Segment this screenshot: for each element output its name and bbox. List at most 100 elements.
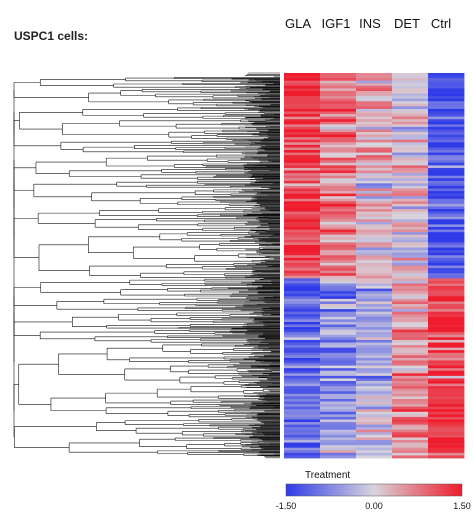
heatmap-cell bbox=[428, 234, 465, 238]
heatmap-cell bbox=[320, 360, 357, 364]
heatmap-cell bbox=[392, 355, 429, 359]
heatmap-cell bbox=[392, 404, 429, 408]
heatmap-cell bbox=[356, 129, 393, 133]
heatmap-cell bbox=[392, 357, 429, 361]
heatmap-cell bbox=[428, 229, 465, 233]
heatmap-cell bbox=[356, 450, 393, 454]
heatmap-cell bbox=[392, 416, 429, 420]
heatmap-cell bbox=[320, 124, 357, 128]
heatmap-cell bbox=[284, 252, 321, 256]
heatmap-cell bbox=[284, 242, 321, 246]
heatmap-cell bbox=[284, 234, 321, 238]
heatmap-cell bbox=[356, 360, 393, 364]
heatmap-cell bbox=[428, 170, 465, 174]
heatmap-cell bbox=[284, 106, 321, 110]
heatmap-cell bbox=[284, 437, 321, 441]
heatmap-cell bbox=[284, 419, 321, 423]
heatmap-cell bbox=[356, 132, 393, 135]
heatmap-cell bbox=[320, 150, 357, 153]
heatmap-cell bbox=[356, 206, 393, 210]
heatmap-cell bbox=[356, 327, 393, 331]
heatmap-cell bbox=[284, 150, 321, 153]
heatmap-cell bbox=[356, 98, 393, 102]
color-legend: Treatment -1.50 0.00 1.50 bbox=[276, 470, 471, 511]
heatmap-cell bbox=[428, 370, 465, 374]
heatmap-cell bbox=[356, 401, 393, 405]
heatmap-cell bbox=[320, 188, 357, 192]
heatmap-cell bbox=[428, 355, 465, 359]
heatmap-cell bbox=[284, 147, 321, 151]
heatmap-cell bbox=[320, 414, 357, 418]
heatmap-cell bbox=[284, 273, 321, 277]
heatmap-cell bbox=[356, 167, 393, 171]
heatmap-cell bbox=[428, 373, 465, 377]
heatmap-cell bbox=[320, 250, 357, 254]
heatmap-cell bbox=[392, 98, 429, 102]
heatmap-cell bbox=[356, 298, 393, 302]
heatmap-cell bbox=[284, 162, 321, 166]
heatmap-cell bbox=[392, 209, 429, 212]
heatmap-cell bbox=[320, 350, 357, 354]
heatmap-cell bbox=[284, 404, 321, 408]
heatmap-cell bbox=[392, 278, 429, 282]
heatmap-cell bbox=[356, 386, 393, 390]
heatmap-cell bbox=[356, 409, 393, 413]
heatmap-cell bbox=[284, 139, 321, 143]
heatmap-cell bbox=[320, 447, 357, 451]
heatmap-cell bbox=[284, 301, 321, 305]
heatmap-cell bbox=[284, 286, 321, 289]
heatmap-cell bbox=[392, 250, 429, 254]
heatmap-cell bbox=[284, 375, 321, 379]
heatmap-cell bbox=[320, 355, 357, 359]
heatmap-cell bbox=[284, 116, 321, 120]
heatmap-cell bbox=[392, 319, 429, 323]
heatmap-cell bbox=[320, 80, 357, 84]
heatmap-cell bbox=[428, 316, 465, 320]
heatmap-cell bbox=[392, 363, 429, 366]
heatmap-cell bbox=[356, 273, 393, 277]
heatmap-cell bbox=[428, 191, 465, 195]
heatmap-cell bbox=[284, 188, 321, 192]
heatmap-cell bbox=[428, 311, 465, 315]
heatmap-cell bbox=[428, 252, 465, 256]
heatmap-cell bbox=[320, 191, 357, 195]
heatmap-cell bbox=[356, 414, 393, 418]
heatmap-cell bbox=[320, 398, 357, 402]
heatmap-cell bbox=[356, 381, 393, 384]
heatmap-cell bbox=[320, 273, 357, 277]
heatmap-cell bbox=[428, 345, 465, 349]
heatmap-cell bbox=[392, 239, 429, 243]
heatmap-cell bbox=[356, 85, 393, 89]
heatmap-cell bbox=[428, 378, 465, 382]
heatmap-cell bbox=[356, 96, 393, 100]
heatmap-cell bbox=[392, 175, 429, 179]
heatmap-cell bbox=[428, 422, 465, 426]
heatmap-cell bbox=[356, 75, 393, 79]
heatmap-cell bbox=[356, 455, 393, 459]
heatmap-cell bbox=[428, 342, 465, 346]
heatmap-cell bbox=[284, 160, 321, 164]
heatmap-cell bbox=[356, 363, 393, 366]
heatmap-cell bbox=[392, 206, 429, 210]
heatmap-cell bbox=[284, 260, 321, 264]
heatmap-cell bbox=[392, 160, 429, 164]
heatmap-cell bbox=[284, 391, 321, 395]
heatmap-cell bbox=[428, 257, 465, 261]
heatmap-cell bbox=[392, 260, 429, 264]
heatmap-cell bbox=[284, 196, 321, 200]
heatmap-cell bbox=[392, 191, 429, 195]
heatmap-cell bbox=[320, 406, 357, 410]
heatmap-cell bbox=[320, 265, 357, 269]
heatmap-cell bbox=[392, 132, 429, 135]
column-label-ctrl: Ctrl bbox=[431, 16, 451, 31]
heatmap-cell bbox=[320, 319, 357, 323]
heatmap-cell bbox=[356, 437, 393, 441]
heatmap-cell bbox=[392, 237, 429, 241]
heatmap-cell bbox=[320, 255, 357, 259]
heatmap-cell bbox=[284, 262, 321, 266]
heatmap-cell bbox=[428, 216, 465, 220]
heatmap-cell bbox=[428, 360, 465, 364]
heatmap-cell bbox=[356, 357, 393, 361]
heatmap-cell bbox=[284, 198, 321, 202]
heatmap-cell bbox=[320, 373, 357, 377]
